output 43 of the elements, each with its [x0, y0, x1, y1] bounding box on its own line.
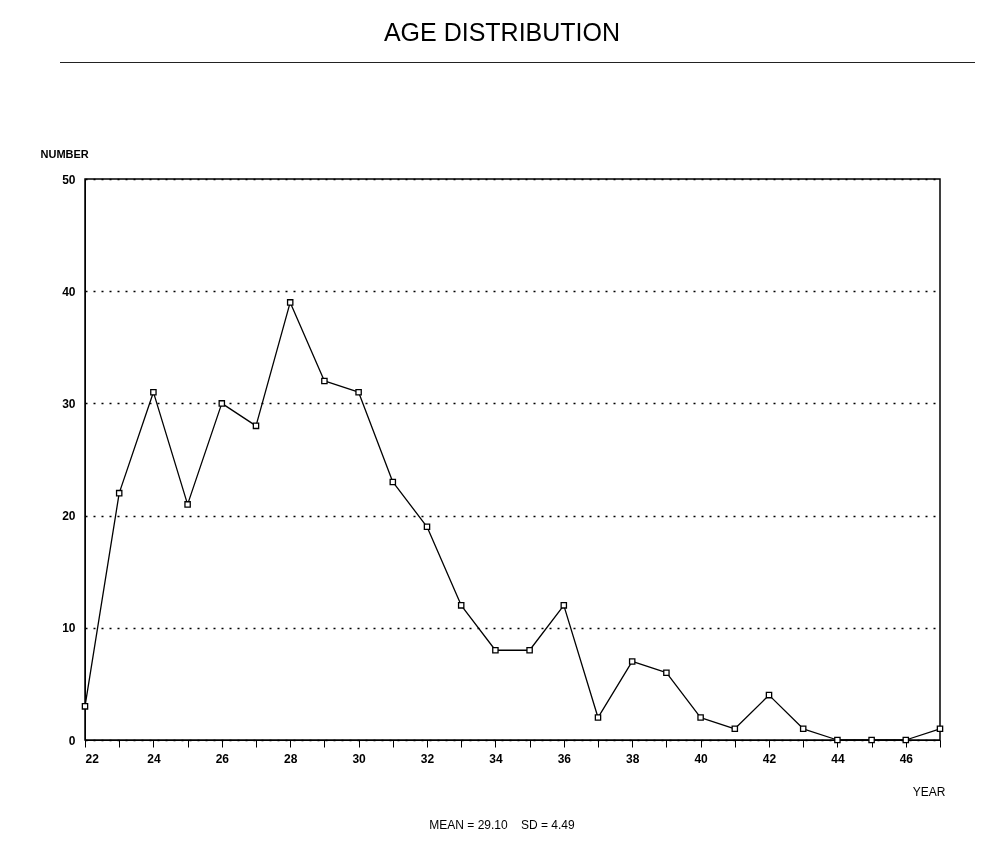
point	[321, 377, 328, 385]
y-tick-label: 40	[62, 284, 76, 299]
y-tick-label: 30	[62, 396, 76, 411]
x-tick-label: 38	[626, 751, 640, 766]
y-tick-label: 20	[62, 509, 76, 524]
y-tick-label: 50	[62, 172, 76, 187]
x-tick-label: 26	[215, 751, 230, 766]
y-tick-label: 0	[68, 733, 76, 748]
x-tick-label: 44	[831, 751, 845, 766]
x-tick-label: 22	[85, 751, 100, 766]
point	[697, 714, 704, 721]
point	[799, 725, 807, 733]
point	[492, 646, 499, 654]
point	[218, 400, 226, 407]
x-tick-label: 36	[557, 751, 572, 766]
point	[663, 669, 670, 676]
point	[286, 299, 294, 306]
point	[355, 388, 362, 396]
point	[594, 714, 602, 721]
point	[560, 602, 568, 609]
point	[81, 703, 89, 710]
point	[868, 736, 875, 744]
x-tick-label: 24	[147, 751, 161, 766]
point	[184, 501, 191, 508]
point	[526, 646, 533, 654]
point	[457, 602, 465, 609]
point	[628, 658, 636, 665]
x-tick-label: 46	[899, 751, 914, 766]
chart-title: AGE DISTRIBUTION	[382, 18, 622, 47]
x-tick-label: 42	[762, 751, 777, 766]
x-tick-label: 30	[352, 751, 367, 766]
point	[731, 725, 739, 733]
x-axis-title: YEAR	[912, 784, 946, 799]
x-tick-label: 34	[489, 751, 503, 766]
text: MEAN = 29.10 SD = 4.49	[428, 818, 576, 832]
y-axis-title: NUMBER	[40, 147, 89, 160]
point	[834, 736, 841, 744]
x-tick-label: 40	[694, 751, 709, 766]
point	[936, 725, 944, 733]
x-tick-label: 32	[420, 751, 435, 766]
x-tick-label: 28	[284, 751, 298, 766]
point	[150, 388, 157, 396]
y-tick-label: 10	[62, 621, 76, 636]
